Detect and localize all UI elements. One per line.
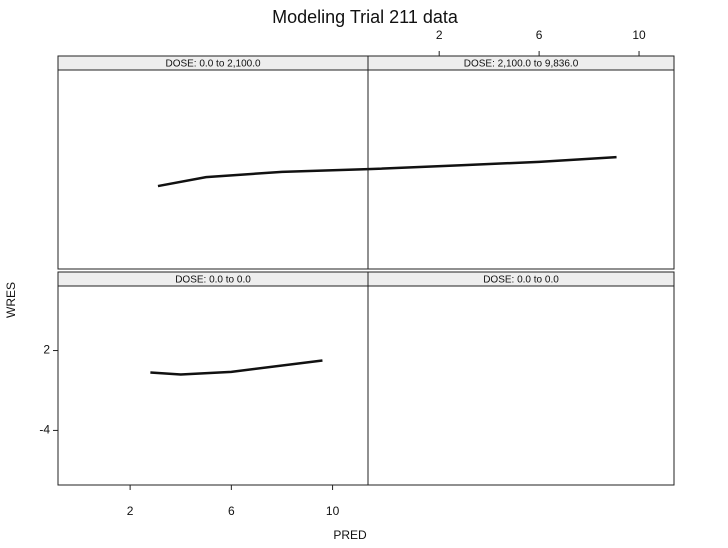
line <box>367 155 617 171</box>
x-tick-label: 10 <box>632 28 646 42</box>
x-tick-label: 2 <box>436 28 443 42</box>
strip-label: DOSE: 2,100.0 to 9,836.0 <box>464 59 579 70</box>
chart-title: Modeling Trial 211 data <box>272 7 459 27</box>
y-tick-label: 2 <box>43 343 50 357</box>
strip <box>367 271 675 287</box>
y-tick-label: -4 <box>39 423 50 437</box>
x-tick-label: 6 <box>228 504 235 518</box>
x-tick-label: 6 <box>536 28 543 42</box>
y-axis-label: WRES <box>4 282 18 318</box>
x-tick-label: 2 <box>127 504 134 518</box>
x-axis-label: PRED <box>333 528 367 542</box>
strip-label: DOSE: 0.0 to 0.0 <box>175 275 251 286</box>
strip-label: DOSE: 0.0 to 0.0 <box>483 275 559 286</box>
strip <box>367 55 675 71</box>
panel-frame <box>57 55 369 270</box>
panel-frame <box>57 271 369 486</box>
panel-frame <box>367 271 675 486</box>
strip-label: DOSE: 0.0 to 2,100.0 <box>165 59 260 70</box>
x-tick-label: 10 <box>326 504 340 518</box>
line <box>150 359 323 376</box>
line <box>157 167 369 188</box>
